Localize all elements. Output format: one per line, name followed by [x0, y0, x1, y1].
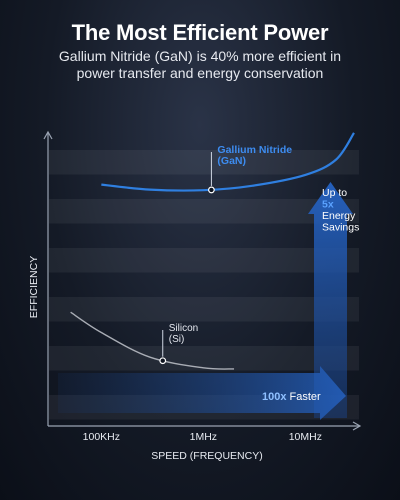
chart-axes	[43, 130, 362, 431]
silicon-marker	[159, 357, 167, 365]
energy-savings-arrow	[308, 182, 353, 418]
y-axis-arrowhead	[43, 130, 53, 140]
grid-band	[49, 346, 359, 371]
silicon-line	[70, 311, 235, 370]
silicon-label: Silicon (Si)	[169, 323, 198, 345]
page-title: The Most Efficient Power	[71, 20, 329, 45]
x-tick-label: 10MHz	[289, 431, 322, 443]
grid-band	[49, 224, 359, 249]
x-tick-label: 100KHz	[83, 431, 120, 443]
x-tick-label: 1MHz	[190, 431, 217, 443]
gan-line	[101, 132, 355, 192]
gan-label: Gallium Nitride (GaN)	[217, 144, 292, 167]
page-subtitle: Gallium Nitride (GaN) is 40% more effici…	[58, 48, 342, 81]
x-axis-label: SPEED (FREQUENCY)	[151, 450, 262, 462]
faster-label: 100x Faster	[262, 391, 321, 403]
grid-band	[49, 150, 359, 175]
grid-band	[49, 322, 359, 347]
grid-band	[49, 248, 359, 273]
grid-band	[49, 175, 359, 200]
y-axis-label: EFFICIENCY	[28, 256, 40, 318]
gan-marker	[208, 186, 215, 194]
grid-band	[49, 297, 359, 322]
grid-band	[49, 199, 359, 224]
energy-savings-label: Up to 5x Energy Savings	[322, 187, 359, 234]
grid-band	[49, 273, 359, 298]
x-axis-arrowhead	[352, 421, 362, 431]
faster-arrow	[58, 366, 346, 420]
